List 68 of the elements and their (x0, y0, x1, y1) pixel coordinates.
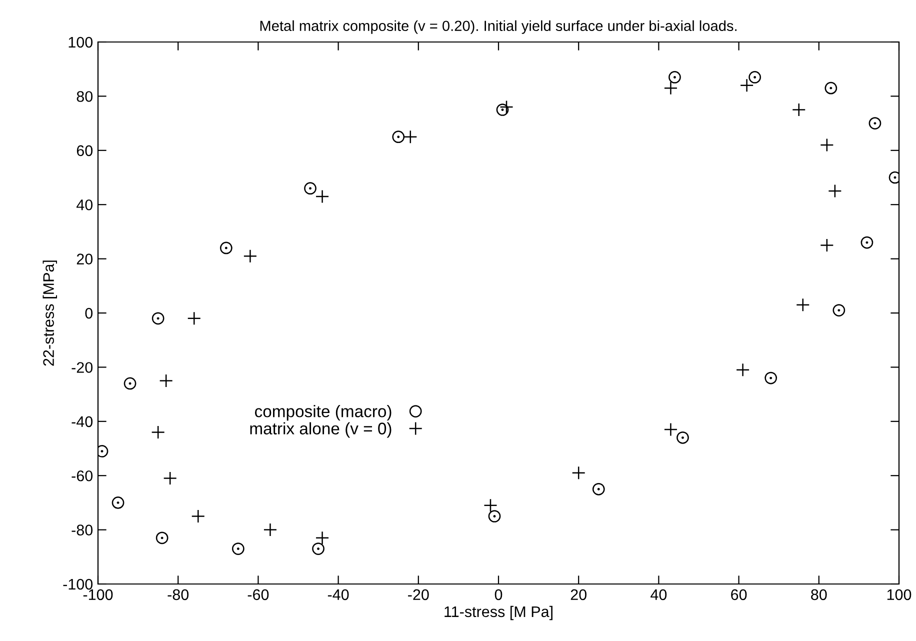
point (163, 471, 177, 486)
x-tick-label: -40 (328, 589, 349, 600)
point (868, 117, 882, 130)
point (824, 82, 838, 94)
point (484, 498, 498, 512)
point (112, 496, 124, 509)
y-tick-label: -20 (72, 362, 93, 373)
point (736, 363, 750, 377)
y-tick-label: 40 (76, 199, 93, 210)
point (500, 100, 514, 114)
legend-label: composite (macro) (254, 405, 392, 421)
point (156, 532, 168, 544)
point (748, 71, 761, 84)
point (828, 184, 842, 198)
point (664, 422, 678, 436)
y-tick-label: -40 (72, 416, 93, 428)
point (151, 425, 165, 440)
x-tick-label: -20 (408, 589, 429, 600)
point (232, 542, 244, 555)
point (860, 236, 874, 249)
point (676, 431, 689, 444)
point (124, 377, 136, 390)
x-tick-label: 40 (650, 589, 667, 600)
point (312, 542, 324, 555)
point (820, 138, 834, 152)
x-tick-label: 100 (887, 589, 912, 600)
y-tick-label: -80 (72, 524, 93, 536)
y-tick-label: 60 (76, 145, 93, 156)
point (664, 81, 678, 95)
y-tick-label: -100 (63, 578, 93, 590)
point (159, 374, 173, 388)
point (796, 298, 810, 312)
point (764, 372, 778, 384)
x-axis-title: 11-stress [M Pa] (444, 606, 552, 620)
point (243, 249, 258, 263)
point (315, 190, 330, 204)
legend-label: matrix alone (v = 0) (250, 422, 392, 438)
x-tick-label: -60 (248, 589, 269, 600)
point (263, 522, 278, 537)
y-tick-label: 0 (85, 308, 93, 319)
y-tick-label: 100 (68, 36, 93, 48)
x-tick-label: -80 (168, 589, 189, 600)
point (832, 304, 846, 316)
point (820, 238, 834, 252)
point (220, 242, 232, 254)
y-tick-label: -60 (72, 470, 93, 482)
point (404, 130, 418, 144)
x-tick-label: 60 (731, 589, 747, 600)
point (304, 182, 316, 195)
point (152, 312, 164, 325)
point (792, 102, 806, 117)
y-axis-title: 22-stress [MPa] (42, 260, 58, 366)
point (496, 104, 509, 116)
y-tick-label: 20 (76, 254, 93, 264)
x-tick-label: 80 (811, 589, 827, 600)
point (392, 130, 405, 144)
x-tick-label: 20 (570, 589, 586, 600)
point (740, 78, 754, 92)
point (572, 466, 586, 480)
y-tick-label: 80 (76, 91, 93, 102)
point (187, 312, 201, 326)
point (191, 509, 205, 524)
x-tick-label: 0 (494, 589, 502, 600)
point (488, 510, 501, 522)
point (315, 531, 330, 545)
point (592, 482, 605, 496)
point (668, 71, 681, 84)
chart-title: Metal matrix composite (v = 0.20). Initial yield surface under bi-axial loads. (260, 20, 736, 34)
